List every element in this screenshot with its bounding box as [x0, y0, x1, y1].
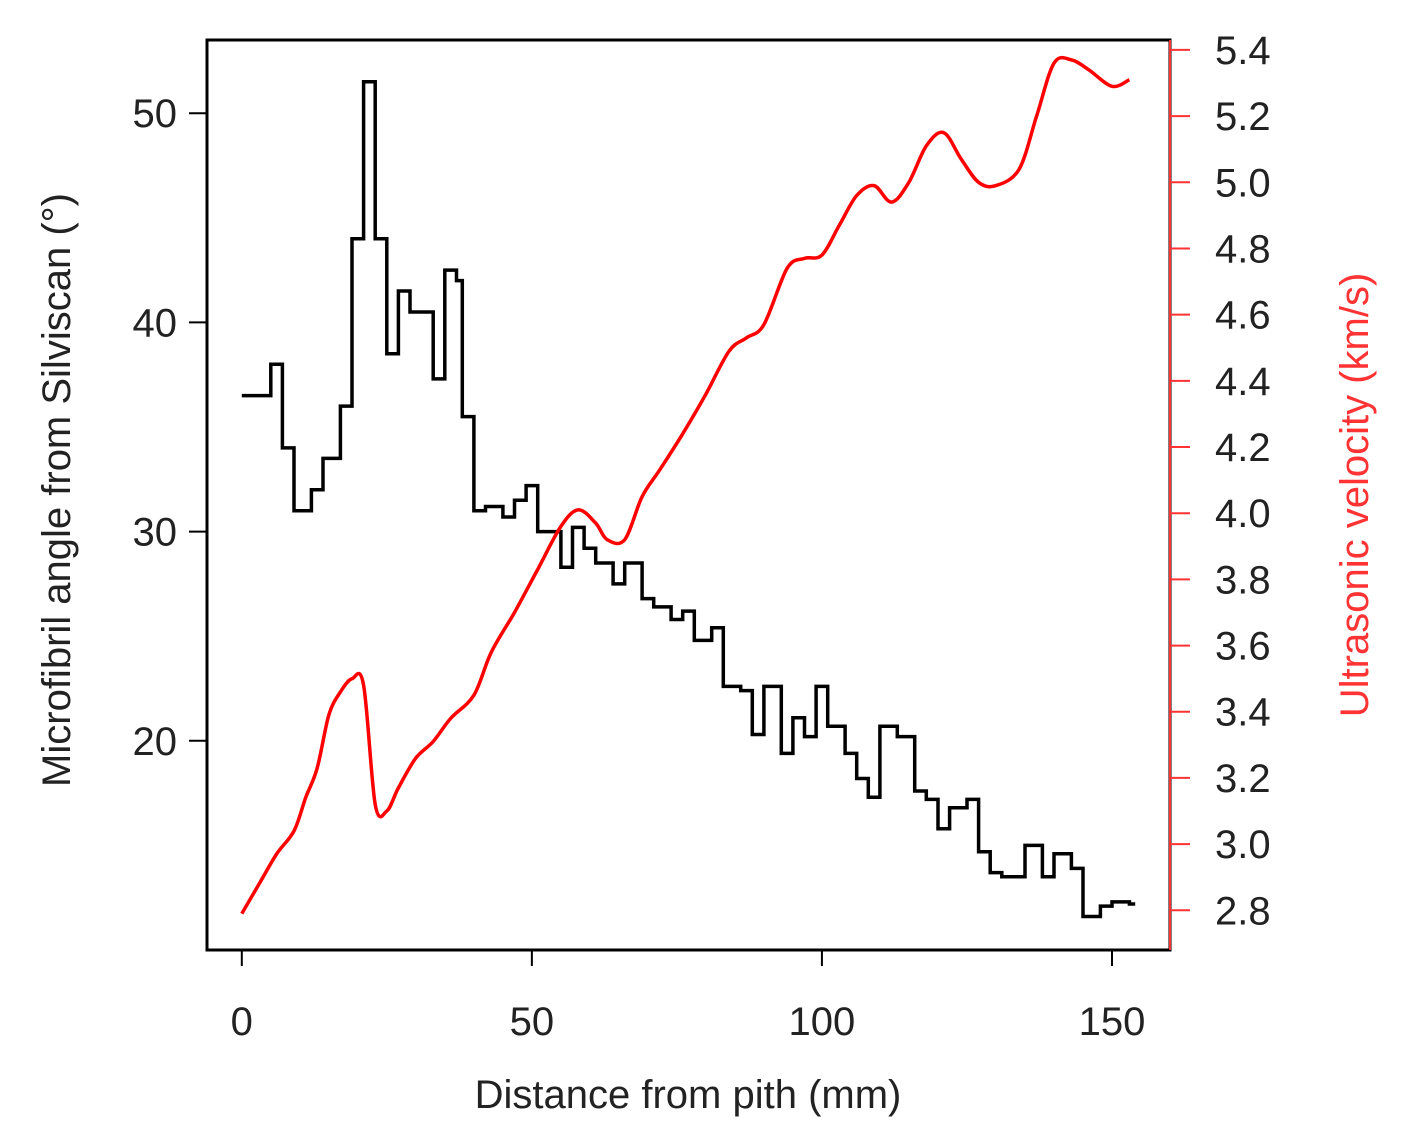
- x-tick-label: 150: [1079, 1000, 1146, 1044]
- y-left-tick-label: 50: [133, 92, 178, 136]
- y-left-axis-title: Microfibril angle from Silviscan (°): [35, 193, 79, 787]
- y-right-tick-label: 4.4: [1215, 360, 1271, 404]
- y-right-tick-label: 4.2: [1215, 426, 1271, 470]
- plot-frame: [205, 38, 1172, 952]
- y-right-axis: 2.8 3.0 3.2 3.4 3.6 3.8 4.0 4.2 4.4 4.6 4.8 5.0 5.2 5…: [1169, 29, 1271, 950]
- y-right-tick-label: 4.0: [1215, 492, 1271, 536]
- mfa-step-line: [241, 80, 1136, 919]
- y-right-tick-label: 5.2: [1215, 95, 1271, 139]
- x-axis: 0 50 100 150: [231, 950, 1146, 1044]
- y-right-tick-label: 3.0: [1215, 823, 1271, 867]
- velocity-line: [240, 55, 1131, 915]
- y-right-tick-label: 3.6: [1215, 625, 1271, 669]
- x-tick-label: 100: [789, 1000, 856, 1044]
- x-tick-label: 50: [510, 1000, 555, 1044]
- y-left-tick-label: 30: [133, 511, 178, 555]
- y-right-tick-label: 5.0: [1215, 161, 1271, 205]
- x-axis-title: Distance from pith (mm): [475, 1073, 902, 1117]
- mfa-series: [241, 80, 1136, 919]
- y-right-tick-label: 3.8: [1215, 558, 1271, 602]
- y-left-tick-label: 20: [133, 720, 178, 764]
- y-right-tick-label: 4.8: [1215, 227, 1271, 271]
- y-left-tick-label: 40: [133, 301, 178, 345]
- y-right-tick-label: 2.8: [1215, 889, 1271, 933]
- y-right-tick-label: 3.2: [1215, 757, 1271, 801]
- velocity-series: [240, 55, 1131, 915]
- x-tick-label: 0: [231, 1000, 253, 1044]
- y-right-tick-label: 3.4: [1215, 691, 1271, 735]
- y-right-tick-label: 4.6: [1215, 294, 1271, 338]
- y-right-tick-label: 5.4: [1215, 29, 1271, 73]
- y-left-axis: 20 30 40 50: [133, 92, 207, 764]
- y-right-axis-title: Ultrasonic velocity (km/s): [1333, 273, 1377, 718]
